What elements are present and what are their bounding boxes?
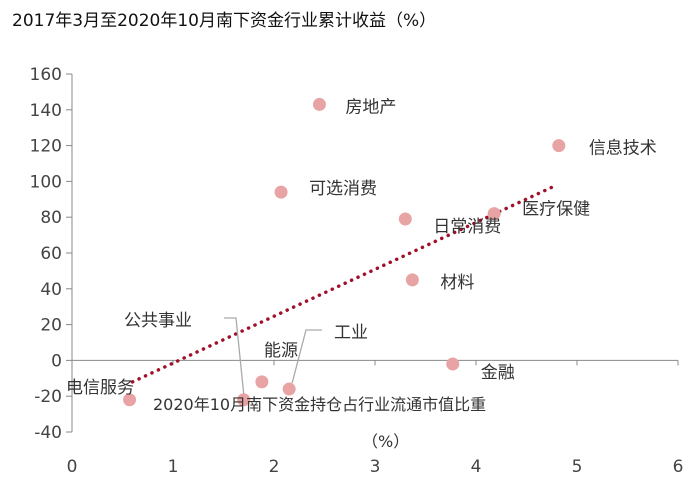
x-tick-label: 0	[67, 457, 78, 477]
data-points	[123, 97, 566, 407]
point-label: 日常消费	[433, 217, 501, 237]
point-label: 电信服务	[66, 378, 134, 398]
x-axis-title: 2020年10月南下资金持仓占行业流通市值比重	[153, 395, 486, 414]
y-tick-label: 20	[40, 316, 62, 336]
point-label: 可选消费	[309, 179, 377, 199]
leader-line	[291, 329, 322, 384]
x-tick-label: 5	[572, 457, 583, 477]
point-label: 房地产	[345, 97, 396, 117]
data-point	[237, 393, 251, 407]
x-tick-label: 6	[673, 457, 684, 477]
point-label: 能源	[264, 341, 298, 361]
data-point	[405, 273, 419, 287]
leader-line	[224, 317, 245, 394]
trendline	[130, 183, 559, 384]
y-tick-label: 160	[30, 65, 62, 85]
x-tick-label: 2	[269, 457, 280, 477]
data-point	[282, 382, 296, 396]
y-tick-label: -40	[34, 423, 62, 443]
y-tick-label: 0	[51, 351, 62, 371]
chart-title: 2017年3月至2020年10月南下资金行业累计收益（%）	[12, 11, 437, 31]
axes	[66, 73, 679, 433]
y-tick-label: 120	[30, 137, 62, 157]
data-point	[552, 139, 566, 153]
data-point	[446, 357, 460, 371]
data-point	[312, 97, 326, 111]
data-point	[487, 207, 501, 221]
y-tick-label: 140	[30, 101, 62, 121]
y-tick-label: 100	[30, 172, 62, 192]
x-tick-label: 3	[370, 457, 381, 477]
point-label: 材料	[440, 273, 474, 293]
y-tick-label: 40	[40, 280, 62, 300]
x-axis-unit: （%）	[362, 432, 409, 451]
x-tick-label: 1	[168, 457, 179, 477]
point-label: 公共事业	[124, 311, 192, 331]
y-tick-labels: -40 -20 0 20 40 60 80 100 120 140 160	[30, 65, 62, 443]
y-tick-label: 60	[40, 244, 62, 264]
x-tick-labels: 0 1 2 3 4 5 6	[67, 457, 684, 477]
y-tick-label: -20	[34, 387, 62, 407]
data-point	[123, 393, 137, 407]
data-point	[398, 212, 412, 226]
x-tick-label: 4	[471, 457, 482, 477]
point-label: 工业	[334, 323, 368, 343]
data-point	[274, 185, 288, 199]
data-point	[255, 375, 269, 389]
leader-lines	[224, 317, 322, 394]
y-tick-label: 80	[40, 208, 62, 228]
trendline-group	[130, 183, 559, 384]
point-label: 医疗保健	[522, 200, 590, 220]
point-label: 金融	[481, 363, 515, 383]
point-label: 信息技术	[589, 139, 657, 159]
